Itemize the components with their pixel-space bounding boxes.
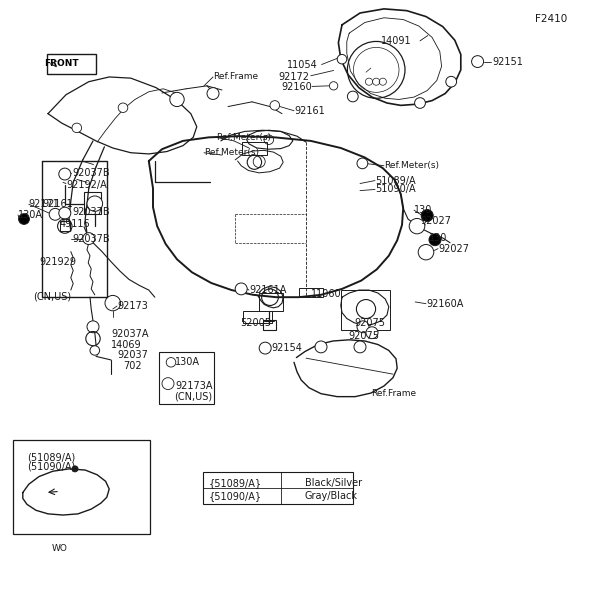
Text: 92075: 92075 <box>348 332 379 341</box>
Circle shape <box>347 91 358 102</box>
Text: 11060: 11060 <box>311 289 341 299</box>
Circle shape <box>162 378 174 390</box>
Bar <box>259 293 283 311</box>
Circle shape <box>72 466 78 472</box>
Circle shape <box>409 218 425 234</box>
Text: 130: 130 <box>414 205 433 215</box>
Text: {51090/A}: {51090/A} <box>209 491 262 501</box>
Circle shape <box>357 158 368 169</box>
Circle shape <box>118 103 128 112</box>
Circle shape <box>83 233 95 244</box>
Text: 92027: 92027 <box>438 244 469 253</box>
Circle shape <box>87 196 103 211</box>
Bar <box>243 311 272 323</box>
Circle shape <box>259 342 271 354</box>
Text: (CN,US): (CN,US) <box>33 291 71 301</box>
Circle shape <box>329 82 338 90</box>
Text: Ref.Meter(s): Ref.Meter(s) <box>384 161 439 170</box>
Text: 92027: 92027 <box>420 216 451 226</box>
Text: 702: 702 <box>123 361 142 371</box>
Circle shape <box>166 358 176 367</box>
Circle shape <box>315 341 327 353</box>
Text: 14091: 14091 <box>381 37 412 46</box>
Text: (CN,US): (CN,US) <box>174 392 212 401</box>
Text: Ref.Meter(s): Ref.Meter(s) <box>204 148 259 157</box>
Text: 52005: 52005 <box>240 318 271 327</box>
Text: 51090/A: 51090/A <box>375 185 416 194</box>
Circle shape <box>90 346 100 355</box>
Circle shape <box>235 283 247 295</box>
Text: 92037B: 92037B <box>72 207 110 217</box>
Text: Black/Silver: Black/Silver <box>305 478 362 488</box>
Text: WO: WO <box>52 544 68 554</box>
Text: 92171: 92171 <box>29 200 59 209</box>
Text: 49116: 49116 <box>60 219 91 229</box>
Circle shape <box>418 244 434 260</box>
Text: 92037A: 92037A <box>111 329 149 339</box>
Circle shape <box>72 123 82 133</box>
Circle shape <box>354 341 366 353</box>
Text: 11054: 11054 <box>287 60 318 70</box>
Text: 92173: 92173 <box>117 301 148 311</box>
Circle shape <box>421 210 433 221</box>
Circle shape <box>446 76 457 87</box>
Circle shape <box>207 88 219 99</box>
Text: 92154: 92154 <box>272 343 302 352</box>
Text: Ref.Frame: Ref.Frame <box>213 72 258 82</box>
Text: 92151: 92151 <box>492 57 523 67</box>
Circle shape <box>270 101 280 110</box>
Text: 92037B: 92037B <box>72 234 110 243</box>
Text: 92075: 92075 <box>354 318 385 328</box>
Text: 92161: 92161 <box>42 199 73 208</box>
Text: 92037B: 92037B <box>72 168 110 178</box>
Text: (51090/A): (51090/A) <box>27 462 75 471</box>
Text: F2410: F2410 <box>535 14 567 24</box>
Text: Ref.Frame: Ref.Frame <box>371 388 416 398</box>
Circle shape <box>59 207 71 219</box>
Circle shape <box>366 327 378 339</box>
Text: 130A: 130A <box>175 358 200 367</box>
Bar <box>263 320 276 330</box>
Text: 92160: 92160 <box>281 82 312 92</box>
Text: 92192/A: 92192/A <box>66 180 107 189</box>
Circle shape <box>415 98 425 108</box>
Bar <box>203 472 353 504</box>
Text: {51089/A}: {51089/A} <box>209 478 262 488</box>
Text: 130: 130 <box>429 233 448 243</box>
Circle shape <box>87 321 99 333</box>
Text: 92172: 92172 <box>278 72 309 82</box>
Bar <box>159 352 214 404</box>
Circle shape <box>337 54 347 64</box>
Circle shape <box>59 168 71 180</box>
Text: 92037: 92037 <box>117 350 148 360</box>
Bar <box>84 192 101 214</box>
Text: Ref.Meter(s): Ref.Meter(s) <box>216 133 271 142</box>
Circle shape <box>19 214 29 224</box>
Text: 921929: 921929 <box>39 257 76 266</box>
Text: 51089/A: 51089/A <box>375 176 416 185</box>
Text: Gray/Black: Gray/Black <box>305 491 358 501</box>
Bar <box>341 290 390 330</box>
Bar <box>60 221 70 231</box>
Text: 92160A: 92160A <box>426 299 463 308</box>
Bar <box>47 54 96 74</box>
Bar <box>242 142 267 155</box>
Bar <box>299 288 323 297</box>
Text: 92173A: 92173A <box>175 381 212 391</box>
Text: 130A: 130A <box>18 210 43 220</box>
Circle shape <box>357 321 369 333</box>
Circle shape <box>49 208 61 220</box>
Text: 92161A: 92161A <box>249 285 286 295</box>
Circle shape <box>472 56 484 67</box>
Text: 92161: 92161 <box>294 107 325 116</box>
Circle shape <box>429 234 441 246</box>
Text: (51089/A): (51089/A) <box>27 452 75 462</box>
Bar <box>13 440 150 534</box>
Text: FRONT: FRONT <box>44 59 79 68</box>
Text: 14069: 14069 <box>111 340 142 349</box>
Circle shape <box>170 92 184 107</box>
